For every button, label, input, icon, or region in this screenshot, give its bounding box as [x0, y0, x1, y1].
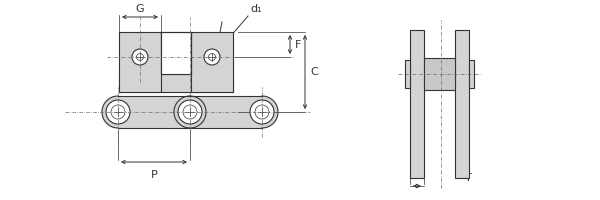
- Bar: [410, 30, 424, 178]
- Bar: [455, 30, 469, 178]
- Text: F: F: [295, 40, 301, 49]
- Circle shape: [106, 100, 130, 124]
- Bar: [118, 96, 190, 128]
- Circle shape: [250, 100, 274, 124]
- Circle shape: [174, 96, 206, 128]
- Bar: [469, 60, 474, 88]
- Circle shape: [174, 96, 206, 128]
- Circle shape: [204, 49, 220, 65]
- Bar: [190, 96, 262, 128]
- Text: G: G: [136, 4, 145, 14]
- Circle shape: [178, 100, 202, 124]
- Bar: [405, 60, 410, 88]
- Bar: [119, 74, 233, 92]
- Bar: [424, 58, 455, 90]
- Text: C: C: [310, 67, 318, 77]
- Bar: [161, 32, 191, 74]
- Text: d₁: d₁: [250, 4, 262, 14]
- Text: T: T: [465, 173, 472, 183]
- Circle shape: [111, 105, 125, 119]
- Bar: [119, 32, 161, 92]
- Circle shape: [183, 105, 197, 119]
- Bar: [191, 32, 233, 92]
- Circle shape: [246, 96, 278, 128]
- Circle shape: [255, 105, 269, 119]
- Circle shape: [132, 49, 148, 65]
- Text: P: P: [151, 170, 157, 180]
- Circle shape: [102, 96, 134, 128]
